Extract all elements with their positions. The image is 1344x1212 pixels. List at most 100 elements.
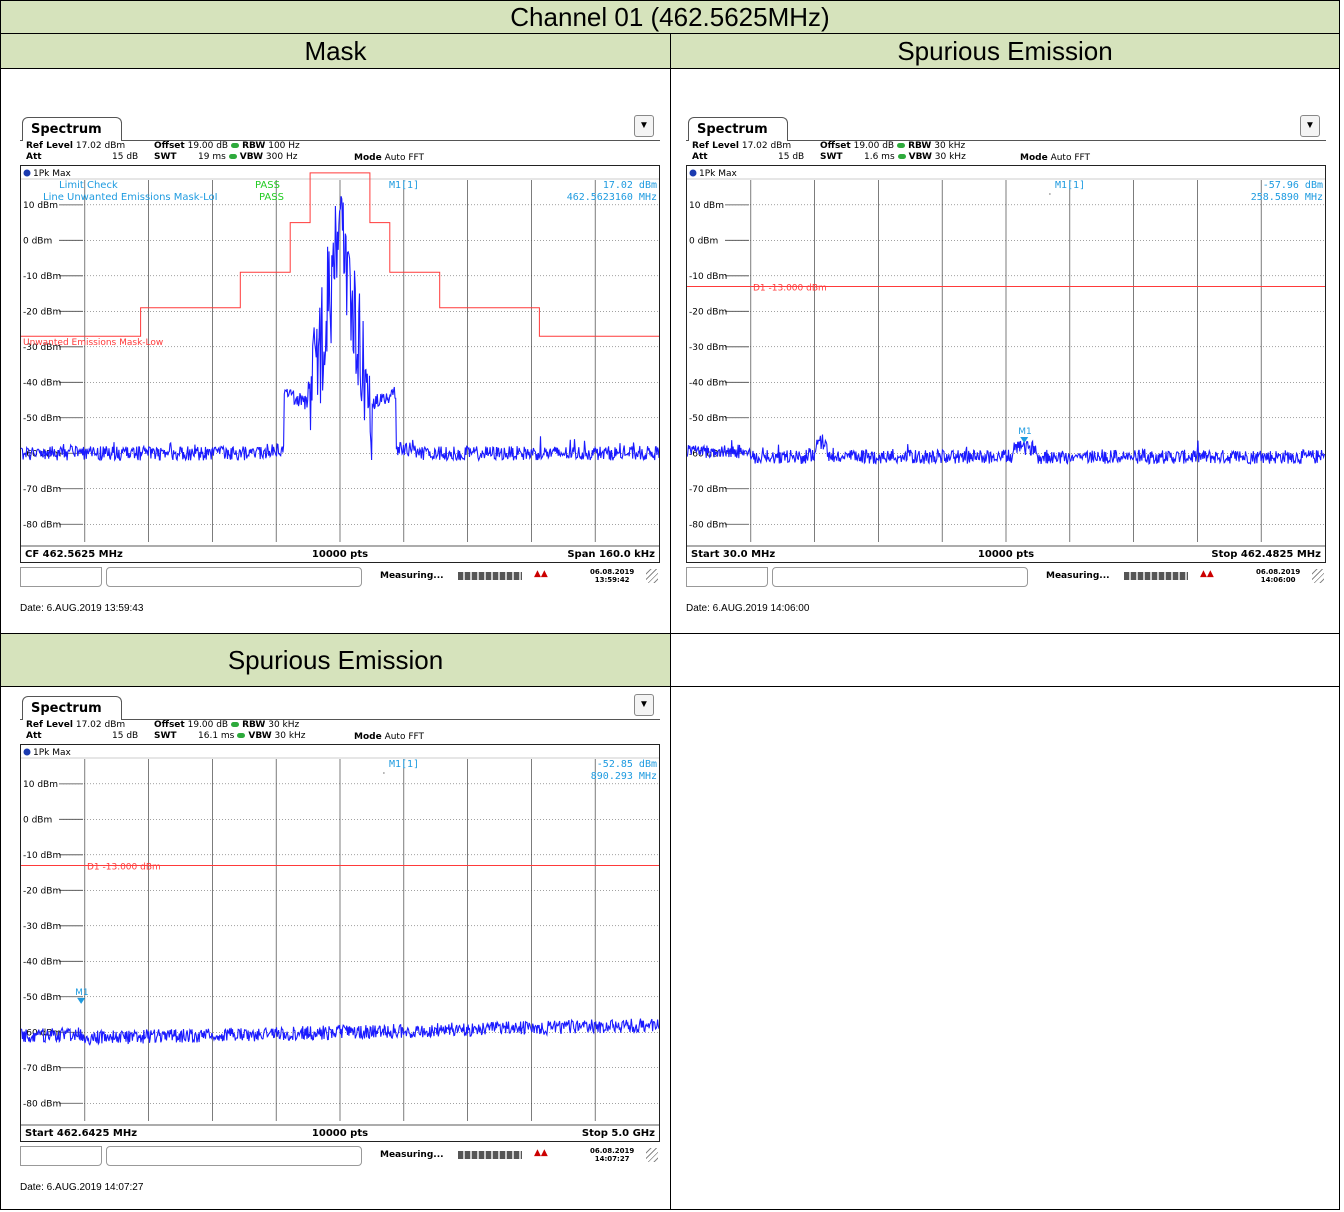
ref-level-value: 17.02 dBm [741,141,792,151]
marker-level: -57.96 dBm [1263,180,1323,191]
status-text: Measuring... [1046,571,1110,581]
status-datetime: 06.08.2019 14:07:27 [590,1147,634,1163]
menu-icon[interactable]: ▼ [634,115,654,137]
att-value: 15 dB [112,152,139,162]
status-field-left [20,1146,102,1166]
marker-level: 17.02 dBm [603,180,657,191]
analyzer-screenshot: Spectrum ▼ Ref Level 17.02 dBm Offset 19… [20,694,660,1168]
tab-bar: Spectrum ▼ [686,115,1326,141]
marker-frequency: 258.5890 MHz [1251,192,1323,203]
footer-points: 10000 pts [978,549,1034,560]
rbw-value: 30 kHz [934,141,966,151]
y-tick-label: -10 dBm [23,272,61,282]
att-value: 15 dB [778,152,805,162]
tab-underline [20,140,660,141]
panel-cell-empty [670,686,1340,1210]
vbw-label: VBW [908,152,932,162]
ref-level-value: 17.02 dBm [75,720,126,730]
tab-spectrum[interactable]: Spectrum [22,117,122,141]
status-dot-icon [228,154,237,159]
panel-cell-2 [0,686,671,1210]
marker-tag: M1 [1018,427,1032,437]
logo-icon: ▲▲ [1200,569,1214,579]
progress-bar [458,1151,522,1159]
status-field-mid [106,1146,362,1166]
panel-heading-spurious-1: Spurious Emission [670,33,1340,69]
footer-left: Start 462.6425 MHz [25,1128,137,1139]
plot-area: 1Pk Max 10 dBm 0 dBm -10 dBm -20 dBm -30 dBm -… [20,165,660,563]
rbw-value: 100 Hz [268,141,300,151]
swt-value: 1.6 ms [864,152,895,162]
rbw-value: 30 kHz [268,720,300,730]
swt-label: SWT [154,731,177,741]
date-footer: Date: 6.AUG.2019 14:06:00 [686,603,810,614]
panel-cell-0 [0,68,671,634]
y-tick-label: -70 dBm [689,485,727,495]
y-tick-label: -30 dBm [23,922,61,932]
status-dot-icon [897,154,906,159]
mode-value: Auto FFT [384,153,425,163]
status-dot-icon [231,722,240,727]
marker-triangle-icon [1020,437,1029,444]
y-tick-label: -80 dBm [689,520,727,530]
offset-value: 19.00 dB [187,141,229,151]
status-time: 13:59:42 [594,576,630,584]
y-tick-label: -80 dBm [23,1099,61,1109]
date-footer: Date: 6.AUG.2019 13:59:43 [20,603,144,614]
vbw-label: VBW [248,731,272,741]
limit-line-result: PASS [259,192,284,203]
limit-line-label: Line Unwanted Emissions Mask-LoІ [43,192,218,203]
status-field-left [686,567,768,587]
marker-name: M1[1] [1055,180,1085,191]
footer-right: Stop 462.4825 MHz [1211,549,1321,560]
y-tick-label: 10 dBm [23,780,58,790]
y-tick-label: -70 dBm [23,485,61,495]
y-tick-label: 0 dBm [23,815,52,825]
panel-heading-mask: Mask [0,33,671,69]
y-tick-label: -10 dBm [689,272,727,282]
d1-label: D1 -13.000 dBm [87,862,161,872]
y-tick-label: -10 dBm [23,851,61,861]
att-label: Att [26,152,42,162]
y-tick-label: -50 dBm [23,414,61,424]
menu-icon[interactable]: ▼ [634,694,654,716]
tab-spectrum[interactable]: Spectrum [688,117,788,141]
marker-level: -52.85 dBm [597,759,657,770]
progress-bar [1124,572,1188,580]
spectrum-chart: 1Pk Max 10 dBm 0 dBm -10 dBm -20 dBm -30 dBm -… [687,169,1325,560]
swt-label: SWT [820,152,843,162]
resize-grip-icon[interactable] [646,1148,658,1162]
y-tick-label: -80 dBm [23,520,61,530]
y-tick-label: -40 dBm [689,378,727,388]
status-date: 06.08.2019 [590,568,635,576]
y-tick-label: 0 dBm [689,236,718,246]
logo-icon: ▲▲ [534,1148,548,1158]
plot-area: 1Pk Max 10 dBm 0 dBm -10 dBm -20 dBm -30 dBm -… [20,744,660,1142]
y-tick-label: -40 dBm [23,378,61,388]
status-text: Measuring... [380,1150,444,1160]
vbw-label: VBW [239,152,264,162]
status-dot-icon [237,733,246,738]
y-tick-label: -50 dBm [689,414,727,424]
status-time: 14:07:27 [594,1155,630,1163]
tab-spectrum[interactable]: Spectrum [22,696,122,720]
mode-label: Mode [1020,153,1048,163]
menu-icon[interactable]: ▼ [1300,115,1320,137]
trace-label: 1Pk Max [33,169,72,179]
limit-mask-line [21,172,659,337]
status-bar: Measuring... ▲▲ 06.08.2019 14:06:00 [686,565,1326,589]
footer-right: Span 160.0 kHz [567,549,655,560]
trace-label: 1Pk Max [699,169,738,179]
resize-grip-icon[interactable] [1312,569,1324,583]
trace-line [21,1018,659,1046]
att-value: 15 dB [112,731,139,741]
y-tick-label: -50 dBm [23,993,61,1003]
mask-label: Unwanted Emissions Mask-Low [23,338,163,348]
resize-grip-icon[interactable] [646,569,658,583]
status-date: 06.08.2019 [590,1147,635,1155]
rbw-label: RBW [908,141,932,151]
marker-name: M1[1] [389,759,419,770]
vbw-value: 30 kHz [934,152,966,162]
y-tick-label: -30 dBm [23,343,61,353]
